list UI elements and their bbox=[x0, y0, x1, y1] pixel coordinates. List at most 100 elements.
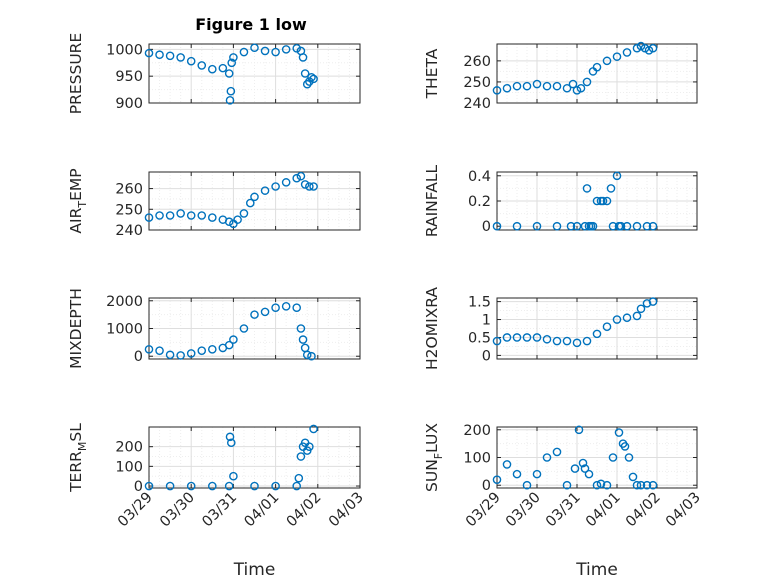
data-point bbox=[197, 61, 207, 70]
y-tick-label: 100 bbox=[463, 451, 491, 467]
data-point bbox=[305, 77, 314, 86]
data-point bbox=[271, 303, 280, 313]
data-point bbox=[602, 196, 612, 206]
y-tick-label: 0.5 bbox=[468, 330, 491, 346]
data-point bbox=[492, 221, 502, 231]
data-point bbox=[532, 469, 542, 479]
data-point bbox=[176, 209, 185, 218]
data-point bbox=[197, 346, 207, 355]
y-axis-label: THETA bbox=[423, 48, 441, 99]
data-point bbox=[250, 43, 259, 53]
data-point bbox=[522, 480, 532, 490]
y-axis-label: MIXDEPTH bbox=[67, 288, 85, 369]
axes-box bbox=[148, 171, 361, 231]
data-point bbox=[176, 351, 185, 360]
data-point bbox=[636, 304, 646, 314]
data-point bbox=[572, 338, 582, 348]
data-point bbox=[552, 336, 562, 346]
data-point bbox=[592, 480, 602, 490]
data-point bbox=[207, 213, 217, 222]
data-point bbox=[580, 464, 590, 473]
y-tick-label: 200 bbox=[115, 440, 143, 456]
data-point bbox=[612, 52, 622, 61]
data-point bbox=[574, 425, 584, 435]
y-tick-label: 260 bbox=[463, 54, 491, 70]
data-point bbox=[566, 221, 576, 231]
data-point bbox=[522, 81, 532, 91]
data-point bbox=[542, 334, 552, 344]
data-point bbox=[502, 460, 512, 469]
data-point bbox=[612, 315, 622, 324]
data-point bbox=[226, 86, 236, 96]
y-tick-label: 2000 bbox=[106, 294, 143, 310]
data-point bbox=[562, 480, 572, 490]
data-point bbox=[588, 221, 598, 231]
data-point bbox=[502, 83, 512, 93]
data-point bbox=[250, 310, 259, 319]
data-point bbox=[292, 481, 302, 491]
y-tick-label: 250 bbox=[115, 202, 143, 218]
data-point bbox=[300, 180, 310, 189]
data-point bbox=[582, 77, 592, 87]
data-point bbox=[492, 475, 502, 484]
data-point bbox=[309, 182, 318, 191]
y-tick-label: 0 bbox=[134, 349, 143, 365]
data-point bbox=[592, 329, 602, 339]
y-tick-label: 100 bbox=[115, 459, 143, 475]
data-point bbox=[224, 481, 234, 491]
data-point bbox=[592, 62, 602, 72]
y-tick-label: 250 bbox=[463, 75, 491, 91]
y-tick-label: 200 bbox=[463, 423, 491, 439]
data-point bbox=[582, 336, 592, 346]
data-point bbox=[260, 46, 270, 56]
subplot-rainfall: 0 0.2 0.4 RAINFALL bbox=[423, 164, 698, 237]
data-point bbox=[648, 480, 658, 490]
data-point bbox=[271, 47, 280, 57]
data-point bbox=[165, 350, 175, 360]
data-point bbox=[296, 171, 306, 181]
y-axis-label: SUNFLUX bbox=[423, 423, 445, 492]
data-point bbox=[302, 350, 312, 360]
data-point bbox=[642, 299, 652, 308]
data-point bbox=[229, 471, 238, 481]
data-point bbox=[648, 297, 658, 306]
subplot-air_temp: 240 250 260 AIRTEMP bbox=[67, 168, 361, 239]
data-point bbox=[296, 324, 306, 333]
data-point bbox=[207, 344, 217, 354]
data-point bbox=[532, 333, 542, 342]
data-point bbox=[207, 481, 217, 491]
data-point bbox=[271, 182, 280, 191]
data-point bbox=[155, 50, 164, 60]
data-point bbox=[632, 311, 642, 321]
data-point bbox=[492, 336, 502, 346]
y-axis-label: H2OMIXRA bbox=[423, 287, 441, 370]
data-point bbox=[186, 481, 196, 491]
data-point bbox=[572, 221, 582, 231]
data-point bbox=[608, 221, 618, 231]
y-tick-label: 0.4 bbox=[468, 169, 491, 185]
data-point bbox=[233, 215, 242, 224]
data-point bbox=[512, 81, 522, 91]
data-point bbox=[186, 349, 196, 358]
data-point bbox=[225, 432, 235, 442]
data-point bbox=[552, 221, 562, 231]
y-tick-label: 0 bbox=[134, 479, 143, 495]
data-point bbox=[502, 333, 512, 342]
data-point bbox=[239, 47, 249, 57]
y-tick-label: 1000 bbox=[106, 322, 143, 338]
y-axis-label: TERRMSL bbox=[67, 423, 89, 493]
data-point bbox=[602, 480, 612, 490]
data-point bbox=[642, 221, 652, 231]
data-point bbox=[568, 79, 578, 89]
data-point bbox=[144, 48, 154, 58]
data-point bbox=[309, 74, 318, 84]
data-point bbox=[260, 186, 270, 195]
data-point bbox=[224, 340, 234, 350]
data-point bbox=[552, 447, 562, 457]
data-point bbox=[620, 442, 630, 451]
data-point bbox=[592, 196, 602, 206]
data-point bbox=[271, 481, 280, 491]
data-point bbox=[522, 333, 532, 342]
data-point bbox=[250, 192, 259, 202]
data-point bbox=[542, 453, 552, 462]
